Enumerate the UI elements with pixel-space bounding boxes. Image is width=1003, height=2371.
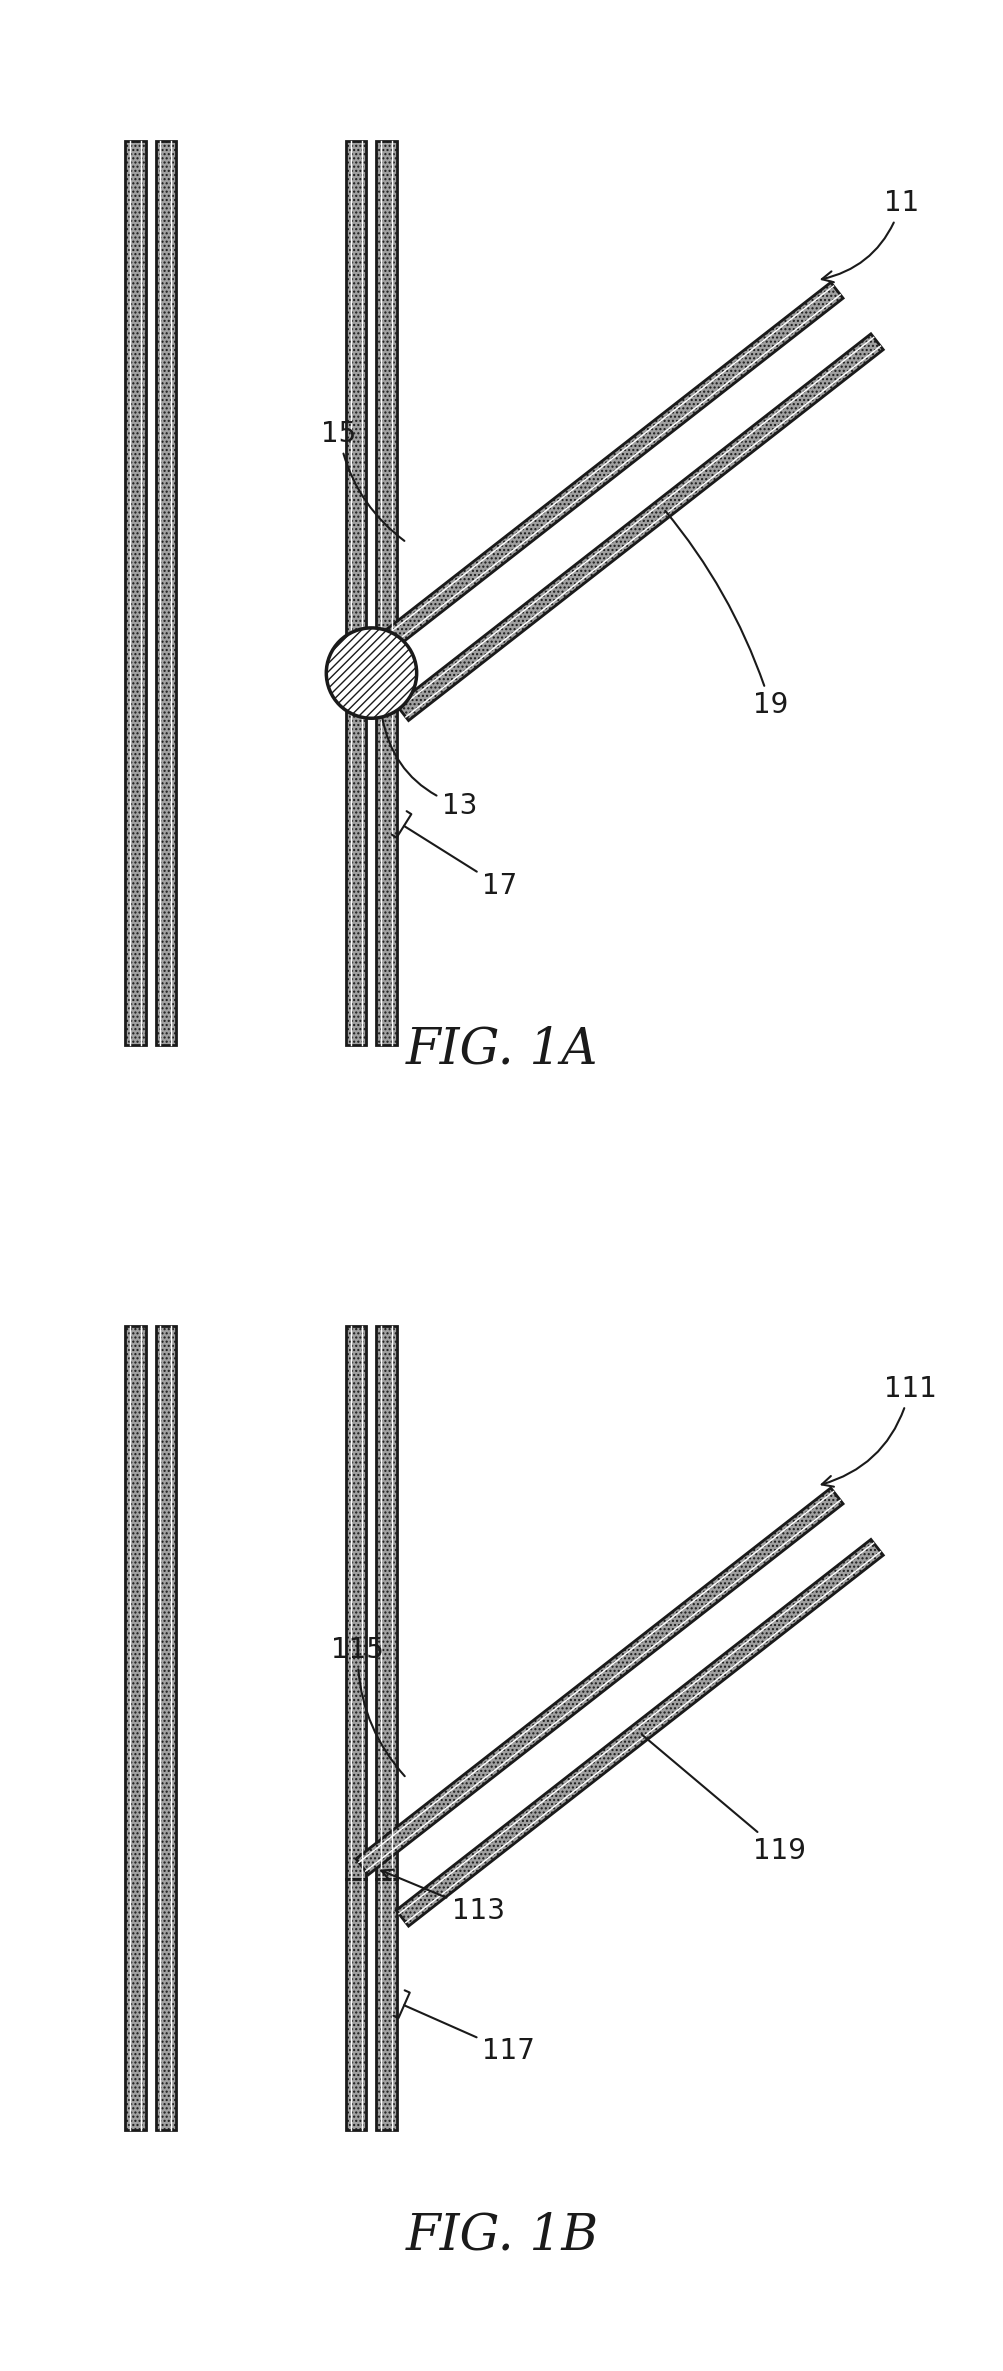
Circle shape	[326, 628, 416, 718]
Polygon shape	[396, 334, 883, 721]
Text: 117: 117	[393, 1989, 535, 2065]
Polygon shape	[356, 282, 843, 669]
Polygon shape	[155, 140, 176, 1046]
Polygon shape	[376, 704, 396, 1046]
Text: 17: 17	[391, 811, 517, 901]
Text: 113: 113	[381, 1871, 505, 1925]
Polygon shape	[356, 1489, 843, 1875]
Polygon shape	[125, 1325, 145, 2129]
Text: FIG. 1A: FIG. 1A	[405, 1024, 598, 1074]
Text: 19: 19	[665, 510, 787, 718]
Polygon shape	[155, 1325, 176, 2129]
Polygon shape	[376, 1878, 396, 2129]
Text: 115: 115	[331, 1636, 404, 1776]
Text: 15: 15	[321, 420, 404, 541]
Text: 119: 119	[641, 1736, 805, 1864]
Polygon shape	[346, 1325, 366, 1878]
Text: 13: 13	[381, 716, 476, 820]
Polygon shape	[376, 1325, 396, 1878]
Polygon shape	[346, 1878, 366, 2129]
Polygon shape	[125, 140, 145, 1046]
Text: 111: 111	[820, 1375, 936, 1487]
Polygon shape	[376, 140, 396, 643]
Polygon shape	[346, 140, 366, 643]
Polygon shape	[346, 704, 366, 1046]
Polygon shape	[396, 1539, 883, 1925]
Text: 11: 11	[821, 190, 918, 282]
Text: FIG. 1B: FIG. 1B	[405, 2210, 598, 2260]
